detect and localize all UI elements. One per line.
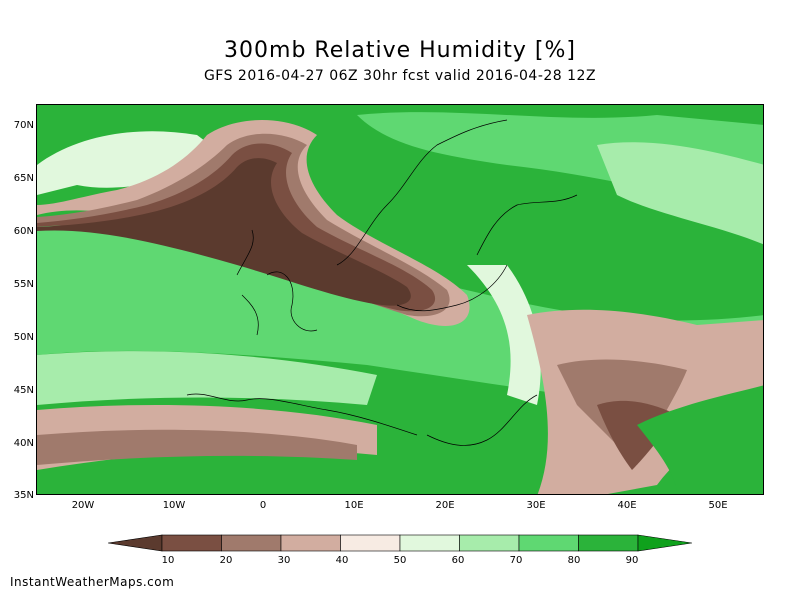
- lon-label-30e: 30E: [526, 500, 546, 511]
- colorbar-segment: [221, 534, 282, 552]
- field-south-dry-inner: [37, 429, 357, 465]
- lat-label-40n: 40N: [13, 438, 34, 449]
- lon-label-10w: 10W: [162, 500, 186, 511]
- lon-label-40e: 40E: [617, 500, 637, 511]
- humidity-field: [37, 105, 763, 494]
- colorbar-label-70: 70: [509, 555, 523, 566]
- colorbar-label-20: 20: [219, 555, 233, 566]
- lon-label-20e: 20E: [435, 500, 455, 511]
- lon-label-10e: 10E: [344, 500, 364, 511]
- coastlines: [186, 119, 578, 446]
- lat-label-70n: 70N: [13, 120, 34, 131]
- colorbar-segment: [161, 534, 222, 552]
- colorbar-label-40: 40: [335, 555, 349, 566]
- colorbar-label-50: 50: [393, 555, 407, 566]
- field-mid-light: [37, 351, 377, 405]
- colorbar-segment: [518, 534, 579, 552]
- colorbar-segment: [280, 534, 341, 552]
- colorbar-segment: [578, 534, 639, 552]
- lat-label-55n: 55N: [13, 279, 34, 290]
- humidity-map[interactable]: [36, 104, 764, 495]
- lat-label-60n: 60N: [13, 226, 34, 237]
- colorbar-segment: [108, 534, 163, 552]
- colorbar-label-60: 60: [451, 555, 465, 566]
- lat-label-50n: 50N: [13, 332, 34, 343]
- map-title: 300mb Relative Humidity [%]: [224, 38, 576, 63]
- colorbar-segment: [637, 534, 692, 552]
- lon-label-20w: 20W: [71, 500, 95, 511]
- colorbar-segment: [459, 534, 520, 552]
- colorbar: [108, 534, 692, 552]
- field-dry-core: [37, 158, 411, 306]
- map-subtitle: GFS 2016-04-27 06Z 30hr fcst valid 2016-…: [203, 68, 597, 84]
- lat-label-35n: 35N: [13, 490, 34, 501]
- lat-label-45n: 45N: [13, 385, 34, 396]
- colorbar-label-10: 10: [161, 555, 175, 566]
- lon-label-50e: 50E: [708, 500, 728, 511]
- field-central-pale: [467, 265, 541, 405]
- colorbar-label-90: 90: [625, 555, 639, 566]
- colorbar-segment: [399, 534, 460, 552]
- field-nw-pale: [37, 131, 237, 195]
- colorbar-segment: [340, 534, 401, 552]
- colorbar-label-80: 80: [567, 555, 581, 566]
- colorbar-label-30: 30: [277, 555, 291, 566]
- site-credit[interactable]: InstantWeatherMaps.com: [10, 575, 175, 589]
- lat-label-65n: 65N: [13, 173, 34, 184]
- field-se-green: [637, 385, 763, 494]
- lon-label-0: 0: [259, 500, 267, 511]
- field-ne-light: [597, 142, 763, 245]
